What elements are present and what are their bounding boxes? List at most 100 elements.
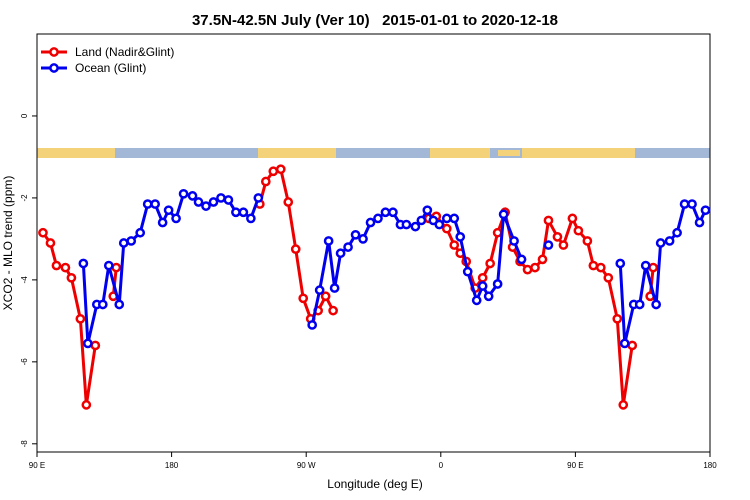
data-point bbox=[238, 207, 249, 218]
data-point bbox=[157, 217, 168, 228]
data-point bbox=[150, 199, 160, 209]
data-point bbox=[178, 188, 189, 199]
data-point bbox=[679, 199, 690, 209]
data-point bbox=[462, 266, 473, 277]
data-point bbox=[187, 191, 198, 201]
data-point bbox=[552, 232, 563, 242]
data-point bbox=[283, 197, 294, 207]
data-point bbox=[314, 285, 325, 295]
data-point bbox=[648, 262, 659, 273]
y-axis-label: XCO2 - MLO trend (ppm) bbox=[1, 176, 15, 311]
data-point bbox=[307, 320, 318, 330]
data-point bbox=[60, 262, 71, 273]
data-point bbox=[634, 299, 645, 310]
x-tick-label: 180 bbox=[165, 461, 179, 470]
data-point bbox=[216, 193, 226, 203]
data-point bbox=[588, 260, 599, 271]
land-strip bbox=[258, 148, 336, 158]
data-point bbox=[171, 213, 181, 224]
plot-frame bbox=[36, 33, 711, 453]
data-point bbox=[193, 197, 204, 207]
data-point bbox=[231, 207, 241, 218]
data-point bbox=[687, 199, 697, 209]
data-point bbox=[323, 236, 334, 246]
x-tick-label: 90 E bbox=[29, 461, 45, 470]
y-tick-label: -2 bbox=[20, 194, 29, 202]
data-point bbox=[380, 207, 391, 218]
chart-title: 37.5N-42.5N July (Ver 10) 2015-01-01 to … bbox=[192, 12, 558, 29]
data-point bbox=[449, 240, 460, 250]
land-strip bbox=[498, 150, 520, 156]
data-point bbox=[595, 262, 606, 273]
y-tick-label: -8 bbox=[20, 440, 29, 448]
data-point bbox=[516, 254, 527, 265]
data-point bbox=[290, 244, 301, 254]
data-point bbox=[163, 205, 174, 216]
data-point bbox=[612, 313, 623, 324]
data-point bbox=[477, 272, 488, 283]
data-point bbox=[103, 260, 114, 271]
data-point bbox=[615, 258, 626, 269]
data-point bbox=[492, 227, 503, 238]
data-point bbox=[558, 240, 569, 250]
data-point bbox=[582, 236, 593, 246]
series bbox=[78, 188, 711, 349]
data-point bbox=[498, 209, 509, 220]
x-tick-label: 0 bbox=[439, 461, 444, 470]
data-point bbox=[603, 272, 614, 283]
legend-label: Ocean (Glint) bbox=[75, 61, 146, 75]
land-strip bbox=[37, 148, 115, 158]
data-point bbox=[567, 213, 578, 224]
data-point bbox=[223, 195, 234, 205]
data-point bbox=[664, 236, 675, 246]
x-axis-label: Longitude (deg E) bbox=[327, 477, 422, 491]
data-point bbox=[422, 205, 433, 216]
legend-marker bbox=[49, 47, 59, 57]
data-point bbox=[51, 260, 62, 271]
land-strip bbox=[522, 148, 635, 158]
data-point bbox=[522, 264, 533, 275]
data-point bbox=[619, 338, 630, 349]
y-tick-label: 0 bbox=[20, 113, 29, 118]
data-point bbox=[410, 221, 421, 232]
data-point bbox=[328, 305, 338, 316]
data-point bbox=[298, 293, 309, 304]
data-point bbox=[78, 258, 89, 269]
series bbox=[38, 164, 659, 410]
data-point bbox=[335, 248, 346, 259]
data-point bbox=[329, 283, 340, 293]
data-point bbox=[441, 223, 452, 234]
data-point bbox=[618, 400, 629, 410]
data-point bbox=[126, 236, 137, 246]
data-point bbox=[373, 213, 383, 224]
data-point bbox=[449, 213, 460, 224]
data-point bbox=[350, 229, 361, 240]
data-point bbox=[530, 262, 540, 273]
data-point bbox=[320, 291, 331, 302]
data-point bbox=[543, 240, 554, 250]
data-point bbox=[416, 215, 427, 226]
data-point bbox=[365, 217, 376, 228]
data-point bbox=[111, 262, 122, 273]
data-point bbox=[477, 281, 488, 291]
data-point bbox=[655, 238, 666, 248]
data-point bbox=[97, 299, 108, 310]
data-point bbox=[358, 234, 368, 244]
data-point bbox=[388, 207, 398, 218]
data-point bbox=[492, 279, 503, 289]
land-strip bbox=[430, 148, 490, 158]
data-point bbox=[640, 260, 651, 271]
data-point bbox=[343, 242, 353, 252]
data-point bbox=[81, 400, 92, 410]
data-point bbox=[38, 227, 48, 238]
data-point bbox=[694, 217, 705, 228]
data-point bbox=[201, 201, 211, 211]
x-tick-label: 180 bbox=[703, 461, 717, 470]
data-point bbox=[483, 291, 494, 302]
data-point bbox=[142, 199, 153, 209]
data-point bbox=[135, 227, 146, 238]
data-point bbox=[401, 219, 412, 230]
data-point bbox=[253, 193, 264, 203]
